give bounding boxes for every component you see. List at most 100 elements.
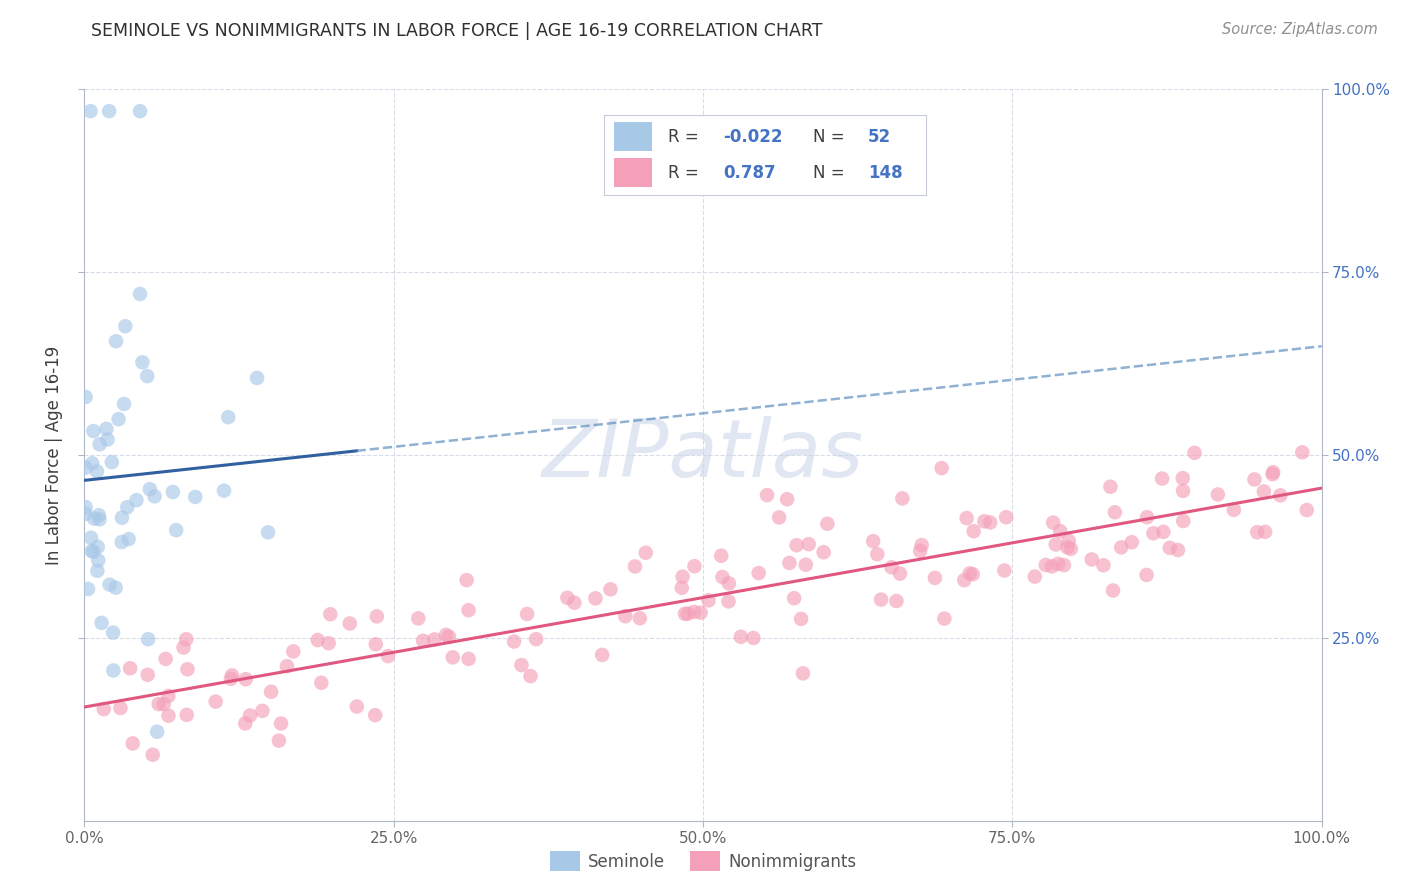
Point [1092,558,1115,573]
Point [246,371,269,385]
Point [82,456,104,470]
Point [790,612,813,626]
Point [117,532,139,546]
Point [93,702,115,716]
Point [676,607,699,621]
Point [80,531,103,545]
Point [1102,583,1125,598]
Point [129,104,152,119]
Point [89,437,111,451]
Point [412,633,434,648]
Point [319,607,342,622]
Point [176,707,198,722]
Point [1053,558,1076,573]
Point [778,556,800,570]
Point [564,596,586,610]
Point [1291,445,1313,459]
Point [136,667,159,681]
Point [711,570,734,584]
Point [114,319,136,334]
Point [233,716,256,731]
Point [165,523,187,537]
Point [90,615,112,630]
Point [1254,524,1277,539]
Point [406,611,429,625]
Point [1246,525,1268,540]
Point [98,104,121,119]
Point [963,524,986,539]
Point [995,510,1018,524]
Point [683,559,706,574]
Point [98,577,121,591]
Point [908,544,931,558]
Point [146,724,169,739]
Point [891,491,914,506]
Point [173,640,195,655]
Point [519,669,541,683]
Point [1045,537,1067,551]
Point [786,538,808,552]
Point [346,699,368,714]
Point [283,644,305,658]
Point [1167,543,1189,558]
Point [339,616,361,631]
Point [276,659,298,673]
Point [1049,524,1071,538]
Point [77,582,100,596]
Point [911,538,934,552]
Point [673,607,696,621]
Point [689,606,711,620]
Point [710,549,733,563]
Legend: Seminole, Nonimmigrants: Seminole, Nonimmigrants [543,845,863,878]
Point [75,460,97,475]
Point [624,559,647,574]
Point [1099,480,1122,494]
Point [1047,557,1070,571]
Point [1024,569,1046,583]
Point [583,591,606,606]
Text: ZIPatlas: ZIPatlas [541,416,865,494]
Point [953,573,976,587]
Point [112,397,135,411]
Point [111,510,134,524]
Point [634,546,657,560]
Point [139,482,162,496]
Point [82,424,104,438]
Point [1223,503,1246,517]
Point [1270,488,1292,502]
Point [212,483,235,498]
Point [157,689,180,703]
Point [311,675,333,690]
Point [671,581,693,595]
Point [510,658,533,673]
Point [557,591,579,605]
Point [1136,510,1159,524]
Point [252,704,274,718]
Point [742,631,765,645]
Point [121,736,143,750]
Point [979,516,1001,530]
Point [1080,552,1102,566]
Point [239,708,262,723]
Point [174,632,197,647]
Point [931,461,953,475]
Point [717,576,740,591]
Point [101,455,124,469]
Point [75,507,97,521]
Point [142,747,165,762]
Point [614,609,637,624]
Point [962,567,984,582]
Point [152,697,174,711]
Point [880,560,903,574]
Point [104,581,127,595]
Point [257,525,280,540]
Point [101,625,124,640]
Point [776,492,799,507]
Point [756,488,779,502]
Point [672,569,695,583]
Point [1136,568,1159,582]
Point [86,465,108,479]
Point [219,672,242,686]
Point [862,534,884,549]
Point [516,607,538,621]
